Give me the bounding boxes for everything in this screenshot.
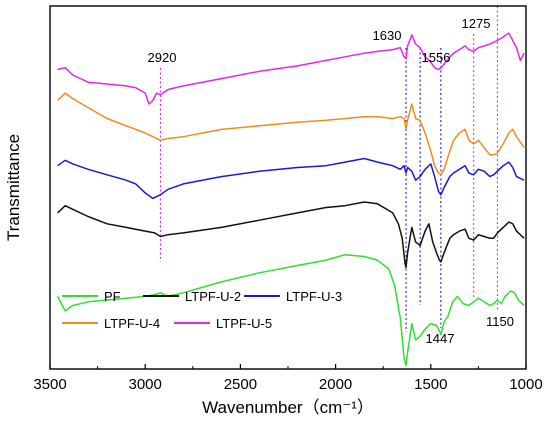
series-lines: [56, 32, 525, 367]
plot-frame: [49, 5, 527, 370]
legend-label-pf: PF: [104, 289, 121, 304]
series-line-ltpf-u-3: [57, 157, 525, 200]
legend-label-ltpf-u-3: LTPF-U-3: [286, 289, 342, 304]
legend: PF LTPF-U-2 LTPF-U-3 LTPF-U-4 LTPF-U-5: [62, 289, 342, 331]
reference-lines: [159, 6, 498, 332]
x-tick-label-3000: 3000: [129, 376, 162, 393]
legend-label-ltpf-u-2: LTPF-U-2: [185, 289, 241, 304]
legend-label-ltpf-u-4: LTPF-U-4: [104, 316, 160, 331]
x-axis-label: Wavenumber（cm⁻¹）: [202, 398, 374, 417]
y-axis-label: Transmittance: [4, 134, 23, 241]
x-tick-label-2000: 2000: [319, 376, 352, 393]
annotation-1447: 1447: [426, 331, 455, 346]
legend-label-ltpf-u-5: LTPF-U-5: [216, 316, 272, 331]
annotation-2920: 2920: [148, 50, 177, 65]
x-tick-label-1500: 1500: [414, 376, 447, 393]
annotation-1150: 1150: [486, 314, 514, 329]
annotation-1556: 1556: [422, 50, 451, 65]
series-line-ltpf-u-2: [57, 201, 525, 269]
annotation-1630: 1630: [373, 28, 402, 43]
series-line-ltpf-u-4: [57, 92, 525, 176]
annotation-1275: 1275: [462, 16, 491, 31]
x-ticks: 3500 3000 2500 2000 1500 1000: [33, 364, 543, 393]
series-line-ltpf-u-5: [57, 32, 525, 105]
series-line-pf: [56, 253, 525, 367]
x-tick-label-2500: 2500: [224, 376, 257, 393]
x-tick-label-3500: 3500: [33, 376, 66, 393]
peak-annotations: 2920 1630 1556 1275 1447 1150: [148, 16, 514, 346]
x-tick-label-1000: 1000: [509, 376, 542, 393]
